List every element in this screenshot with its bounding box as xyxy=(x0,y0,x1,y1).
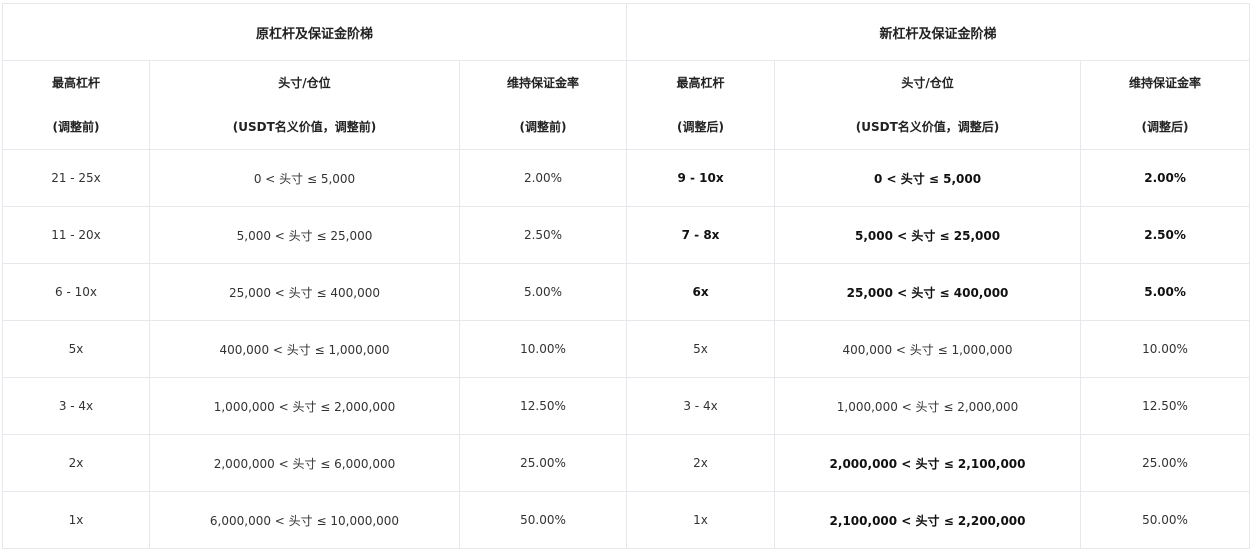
cell-max-leverage-after: 2x xyxy=(626,434,776,492)
cell-max-leverage-after: 7 - 8x xyxy=(626,206,776,264)
cell-maintenance-margin-after: 5.00% xyxy=(1080,263,1251,321)
cell-max-leverage-before: 5x xyxy=(2,320,150,378)
column-header-line2: (调整前) xyxy=(519,120,567,134)
group-header-old: 原杠杆及保证金阶梯 xyxy=(1,3,628,61)
cell-maintenance-margin-before: 10.00% xyxy=(458,320,628,378)
column-header-line1: 维持保证金率 xyxy=(507,76,580,90)
cell-max-leverage-after: 9 - 10x xyxy=(626,149,776,207)
cell-position-before: 2,000,000 < 头寸 ≤ 6,000,000 xyxy=(149,434,460,492)
column-header-max-leverage-after: 最高杠杆 (调整后) xyxy=(626,60,776,150)
cell-maintenance-margin-before: 2.00% xyxy=(458,149,628,207)
cell-position-after: 5,000 < 头寸 ≤ 25,000 xyxy=(774,206,1082,264)
column-header-maintenance-margin-after: 维持保证金率 (调整后) xyxy=(1080,60,1251,150)
cell-max-leverage-before: 21 - 25x xyxy=(2,149,150,207)
column-header-position-before: 头寸/仓位 (USDT名义价值，调整前) xyxy=(149,60,460,150)
cell-position-before: 1,000,000 < 头寸 ≤ 2,000,000 xyxy=(149,377,460,435)
column-header-line2: (调整后) xyxy=(1141,120,1189,134)
cell-maintenance-margin-after: 50.00% xyxy=(1080,491,1251,549)
cell-maintenance-margin-after: 2.00% xyxy=(1080,149,1251,207)
cell-position-after: 0 < 头寸 ≤ 5,000 xyxy=(774,149,1082,207)
cell-maintenance-margin-before: 5.00% xyxy=(458,263,628,321)
column-header-line1: 头寸/仓位 xyxy=(278,76,331,90)
cell-maintenance-margin-after: 25.00% xyxy=(1080,434,1251,492)
cell-max-leverage-after: 5x xyxy=(626,320,776,378)
cell-max-leverage-after: 6x xyxy=(626,263,776,321)
column-header-row: 最高杠杆 (调整前) 头寸/仓位 (USDT名义价值，调整前) 维持保证金率 (调整前) 最… xyxy=(2,60,1251,150)
column-header-line1: 最高杠杆 xyxy=(676,76,725,90)
cell-max-leverage-before: 2x xyxy=(2,434,150,492)
cell-max-leverage-after: 1x xyxy=(626,491,776,549)
table-row: 3 - 4x 1,000,000 < 头寸 ≤ 2,000,000 12.50% 3 … xyxy=(2,377,1251,435)
table-body: 21 - 25x 0 < 头寸 ≤ 5,000 2.00% 9 - 10x 0 < 头寸… xyxy=(2,149,1251,549)
cell-maintenance-margin-before: 12.50% xyxy=(458,377,628,435)
column-header-line2: (调整前) xyxy=(52,120,100,134)
table-row: 2x 2,000,000 < 头寸 ≤ 6,000,000 25.00% 2x 2,00… xyxy=(2,434,1251,492)
cell-position-after: 400,000 < 头寸 ≤ 1,000,000 xyxy=(774,320,1082,378)
leverage-margin-table: 原杠杆及保证金阶梯 新杠杆及保证金阶梯 最高杠杆 (调整前) 头寸/仓位 (USDT名… xyxy=(1,3,1251,549)
table-row: 6 - 10x 25,000 < 头寸 ≤ 400,000 5.00% 6x 25,00… xyxy=(2,263,1251,321)
cell-max-leverage-before: 3 - 4x xyxy=(2,377,150,435)
column-header-max-leverage-before: 最高杠杆 (调整前) xyxy=(2,60,150,150)
cell-max-leverage-before: 6 - 10x xyxy=(2,263,150,321)
cell-position-before: 400,000 < 头寸 ≤ 1,000,000 xyxy=(149,320,460,378)
cell-position-after: 25,000 < 头寸 ≤ 400,000 xyxy=(774,263,1082,321)
column-header-line2: (USDT名义价值，调整前) xyxy=(232,120,377,134)
column-header-maintenance-margin-before: 维持保证金率 (调整前) xyxy=(458,60,628,150)
cell-max-leverage-after: 3 - 4x xyxy=(626,377,776,435)
column-header-line1: 维持保证金率 xyxy=(1129,76,1202,90)
cell-maintenance-margin-before: 25.00% xyxy=(458,434,628,492)
cell-max-leverage-before: 1x xyxy=(2,491,150,549)
column-header-line1: 头寸/仓位 xyxy=(901,76,954,90)
table-row: 21 - 25x 0 < 头寸 ≤ 5,000 2.00% 9 - 10x 0 < 头寸… xyxy=(2,149,1251,207)
group-header-row: 原杠杆及保证金阶梯 新杠杆及保证金阶梯 xyxy=(1,3,1251,61)
cell-position-after: 2,000,000 < 头寸 ≤ 2,100,000 xyxy=(774,434,1082,492)
cell-position-after: 1,000,000 < 头寸 ≤ 2,000,000 xyxy=(774,377,1082,435)
column-header-line1: 最高杠杆 xyxy=(51,76,100,90)
table-row: 11 - 20x 5,000 < 头寸 ≤ 25,000 2.50% 7 - 8x 5,… xyxy=(2,206,1251,264)
cell-max-leverage-before: 11 - 20x xyxy=(2,206,150,264)
cell-maintenance-margin-after: 12.50% xyxy=(1080,377,1251,435)
column-header-position-after: 头寸/仓位 (USDT名义价值，调整后) xyxy=(774,60,1082,150)
cell-position-before: 25,000 < 头寸 ≤ 400,000 xyxy=(149,263,460,321)
cell-maintenance-margin-after: 10.00% xyxy=(1080,320,1251,378)
cell-maintenance-margin-before: 2.50% xyxy=(458,206,628,264)
column-header-line2: (USDT名义价值，调整后) xyxy=(855,120,1000,134)
column-header-line2: (调整后) xyxy=(677,120,725,134)
cell-position-before: 0 < 头寸 ≤ 5,000 xyxy=(149,149,460,207)
cell-maintenance-margin-before: 50.00% xyxy=(458,491,628,549)
cell-position-after: 2,100,000 < 头寸 ≤ 2,200,000 xyxy=(774,491,1082,549)
cell-position-before: 6,000,000 < 头寸 ≤ 10,000,000 xyxy=(149,491,460,549)
group-header-new: 新杠杆及保证金阶梯 xyxy=(626,3,1251,61)
cell-maintenance-margin-after: 2.50% xyxy=(1080,206,1251,264)
table-row: 1x 6,000,000 < 头寸 ≤ 10,000,000 50.00% 1x 2,1… xyxy=(2,491,1251,549)
table-row: 5x 400,000 < 头寸 ≤ 1,000,000 10.00% 5x 400,00… xyxy=(2,320,1251,378)
cell-position-before: 5,000 < 头寸 ≤ 25,000 xyxy=(149,206,460,264)
